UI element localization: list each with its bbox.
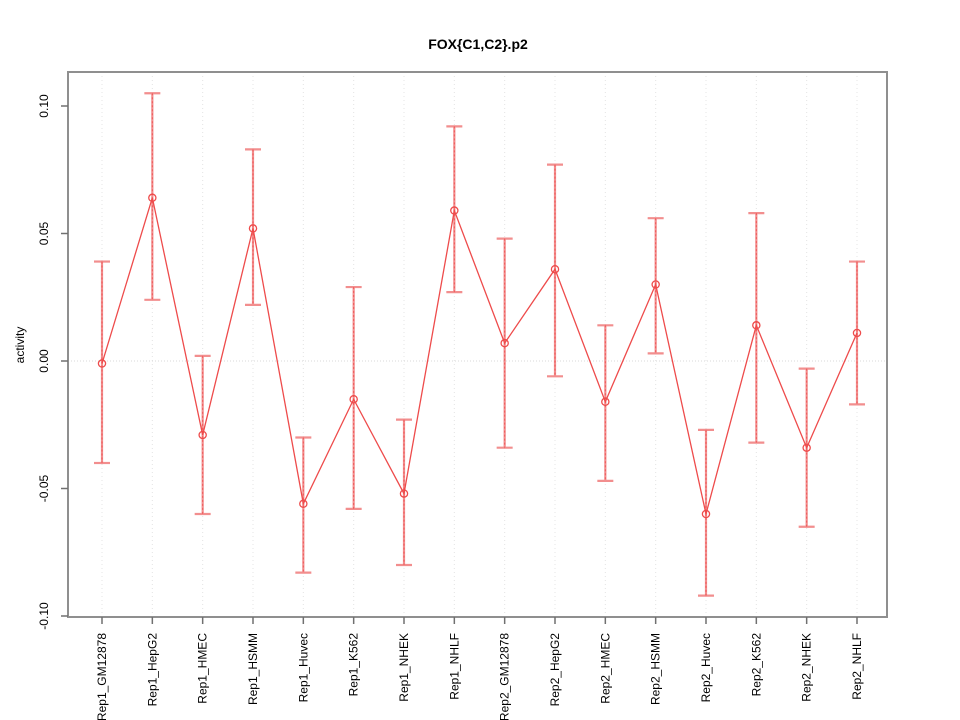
- series-layer: [97, 193, 862, 519]
- y-tick-label: -0.10: [37, 602, 51, 630]
- x-tick-label: Rep1_K562: [347, 633, 361, 697]
- chart-title: FOX{C1,C2}.p2: [428, 36, 528, 52]
- data-point-marker: [802, 443, 811, 452]
- data-point-marker: [399, 489, 409, 498]
- data-point-marker: [198, 430, 207, 440]
- x-tick-label: Rep1_HSMM: [246, 633, 260, 705]
- data-point-marker: [349, 394, 358, 404]
- x-tick-label: Rep2_K562: [749, 633, 763, 697]
- x-tick-label: Rep1_NHLF: [447, 633, 461, 700]
- x-tick-label: Rep2_Huvec: [699, 633, 713, 702]
- x-tick-label: Rep2_NHEK: [800, 633, 814, 702]
- x-tick-label: Rep2_GM12878: [498, 633, 512, 720]
- data-point-marker: [299, 499, 308, 509]
- data-point-marker: [97, 359, 107, 368]
- x-tick-label: Rep1_HMEC: [196, 633, 210, 704]
- x-tick-label: Rep2_HSMM: [649, 633, 663, 705]
- x-tick-label: Rep1_GM12878: [95, 633, 109, 720]
- y-tick-label: 0.05: [37, 221, 51, 245]
- y-tick-label: -0.05: [37, 475, 51, 503]
- x-tick-label: Rep2_HMEC: [598, 633, 612, 704]
- error-bar-layer: [94, 92, 865, 597]
- plot-box: [67, 71, 888, 618]
- data-point-marker: [550, 264, 560, 274]
- data-point-marker: [651, 280, 660, 289]
- data-point-marker: [450, 206, 459, 215]
- data-point-marker: [852, 328, 862, 338]
- y-tick-label: 0.10: [37, 94, 51, 118]
- x-tick-label: Rep2_HepG2: [548, 633, 562, 707]
- data-point-marker: [601, 397, 610, 407]
- data-point-marker: [248, 224, 258, 233]
- axis-layer: 0.10 0.05 0.00 -0.05 -0.10 Rep1_GM12878 Rep1_H…: [37, 71, 888, 720]
- y-tick-label: 0.00: [37, 349, 51, 373]
- y-axis-label: activity: [13, 327, 27, 364]
- x-tick-label: Rep1_Huvec: [296, 633, 310, 702]
- series-line: [101, 197, 858, 515]
- data-point-marker: [752, 321, 761, 330]
- data-point-marker: [500, 338, 509, 348]
- x-tick-label: Rep1_HepG2: [145, 633, 159, 707]
- x-tick-label: Rep1_NHEK: [397, 633, 411, 702]
- data-point-marker: [148, 193, 157, 203]
- x-tick-label: Rep2_NHLF: [850, 633, 864, 700]
- data-point-marker: [701, 509, 711, 519]
